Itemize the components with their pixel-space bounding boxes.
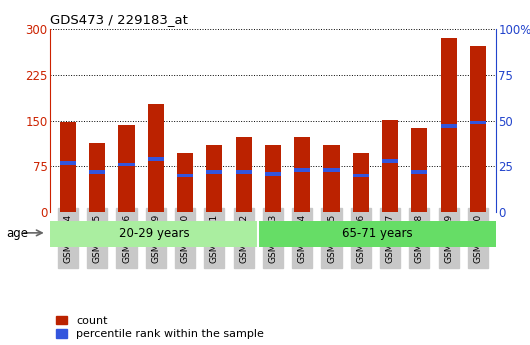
- Bar: [60, 122, 76, 212]
- Bar: [60, 161, 76, 165]
- Bar: [353, 153, 369, 212]
- Bar: [440, 125, 457, 128]
- Bar: [470, 121, 486, 125]
- Bar: [440, 38, 457, 212]
- Bar: [177, 174, 193, 177]
- Bar: [265, 172, 281, 176]
- Bar: [265, 145, 281, 212]
- Bar: [206, 170, 223, 174]
- Legend: count, percentile rank within the sample: count, percentile rank within the sample: [56, 316, 264, 339]
- Bar: [382, 119, 398, 212]
- Text: GDS473 / 229183_at: GDS473 / 229183_at: [50, 13, 188, 26]
- Bar: [323, 168, 340, 172]
- Bar: [148, 104, 164, 212]
- Bar: [470, 46, 486, 212]
- Bar: [206, 145, 223, 212]
- Bar: [411, 170, 428, 174]
- Bar: [294, 137, 310, 212]
- Bar: [236, 170, 252, 174]
- Bar: [89, 143, 105, 212]
- Text: 20-29 years: 20-29 years: [119, 227, 190, 240]
- Bar: [236, 137, 252, 212]
- Bar: [89, 170, 105, 174]
- Text: age: age: [6, 227, 29, 240]
- Bar: [258, 221, 496, 247]
- Bar: [50, 221, 258, 247]
- Bar: [353, 174, 369, 177]
- Bar: [323, 145, 340, 212]
- Bar: [118, 163, 135, 166]
- Bar: [294, 168, 310, 172]
- Bar: [411, 128, 428, 212]
- Text: 65-71 years: 65-71 years: [341, 227, 412, 240]
- Bar: [118, 125, 135, 212]
- Bar: [382, 159, 398, 163]
- Bar: [148, 157, 164, 161]
- Bar: [177, 153, 193, 212]
